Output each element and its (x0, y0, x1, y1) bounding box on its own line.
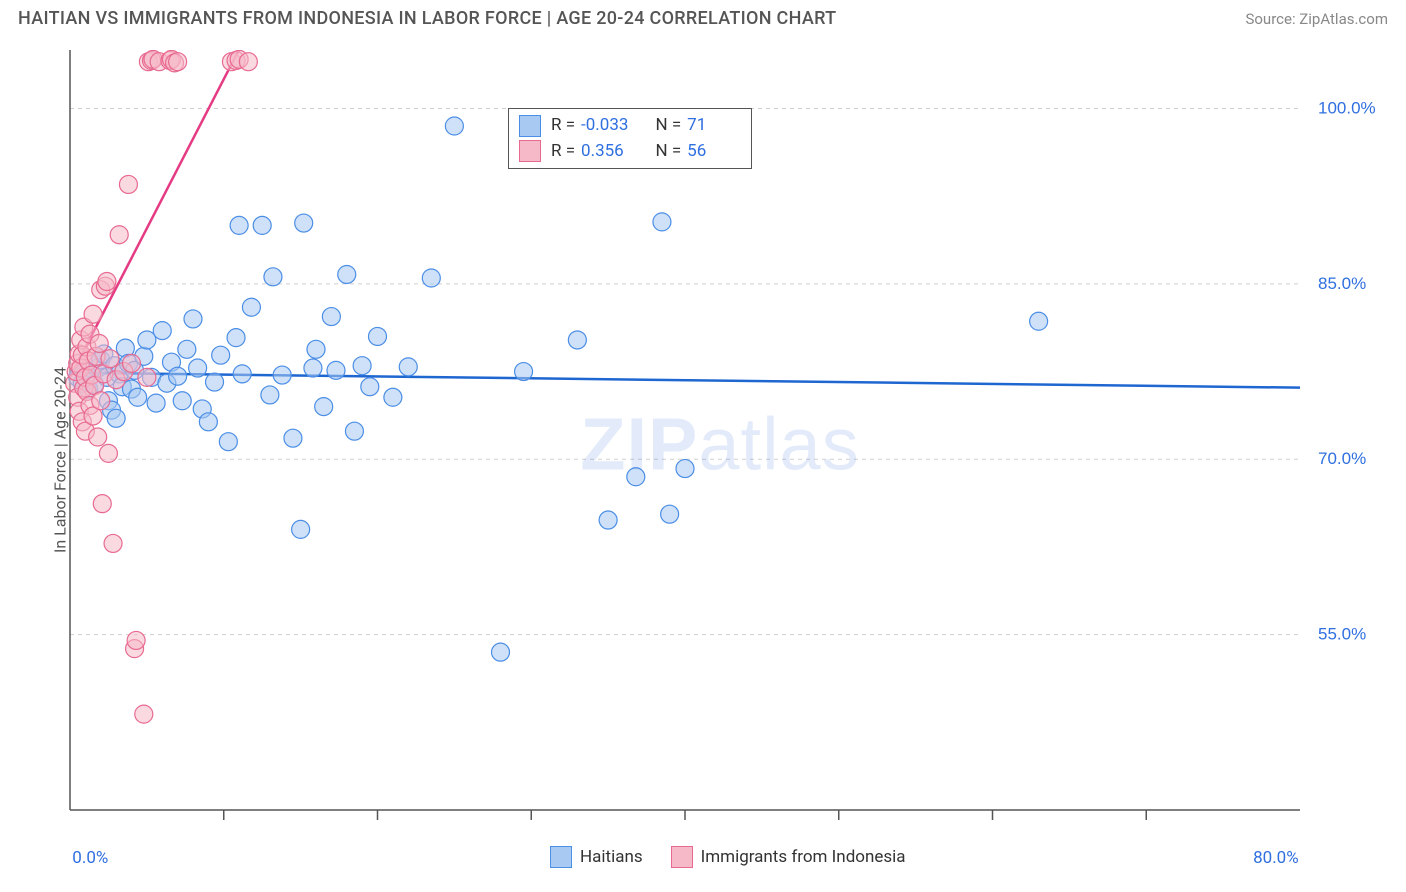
x-axis-max-label: 80.0% (1253, 848, 1299, 868)
legend-series-item: Immigrants from Indonesia (671, 846, 906, 868)
legend-swatch (671, 846, 693, 868)
chart-container: In Labor Force | Age 20-24 55.0%70.0%85.… (50, 50, 1390, 870)
legend-swatch (519, 140, 541, 162)
svg-text:100.0%: 100.0% (1318, 98, 1376, 117)
legend-correlation: R =-0.033 N =71R =0.356 N =56 (508, 108, 752, 169)
legend-series: Haitians Immigrants from Indonesia (550, 846, 906, 868)
chart-title: HAITIAN VS IMMIGRANTS FROM INDONESIA IN … (18, 8, 836, 29)
chart-header: HAITIAN VS IMMIGRANTS FROM INDONESIA IN … (0, 0, 1406, 33)
legend-swatch (550, 846, 572, 868)
legend-correlation-row: R =-0.033 N =71 (519, 113, 741, 139)
x-axis-min-label: 0.0% (72, 848, 108, 868)
legend-series-label: Immigrants from Indonesia (701, 847, 906, 867)
scatter-chart: 55.0% 70.0% 85.0% 100.0% (50, 50, 1390, 870)
svg-text:70.0%: 70.0% (1318, 449, 1366, 468)
legend-series-label: Haitians (580, 847, 643, 867)
legend-swatch (519, 115, 541, 137)
legend-series-item: Haitians (550, 846, 643, 868)
svg-text:55.0%: 55.0% (1318, 625, 1366, 644)
svg-text:85.0%: 85.0% (1318, 274, 1366, 293)
legend-correlation-row: R =0.356 N =56 (519, 139, 741, 165)
chart-source: Source: ZipAtlas.com (1245, 10, 1388, 28)
